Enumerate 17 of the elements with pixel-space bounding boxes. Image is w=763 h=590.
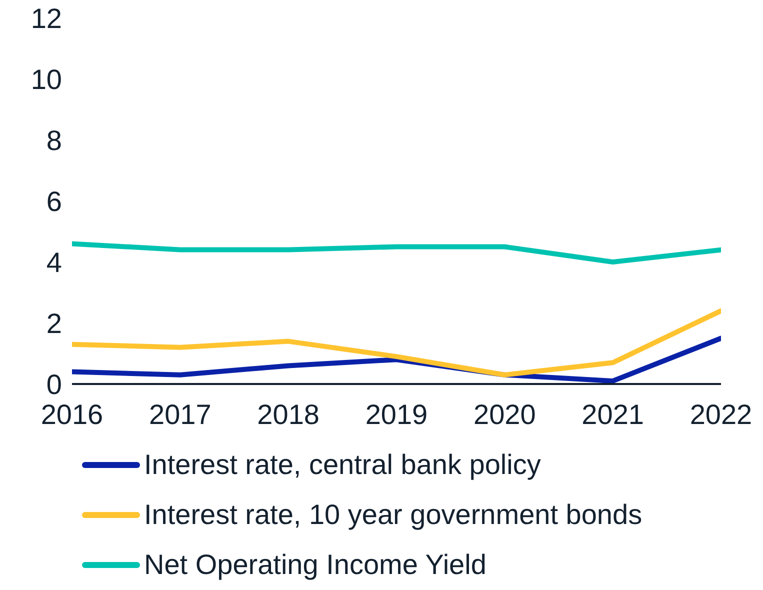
y-tick-label: 2 <box>46 308 62 339</box>
legend-label: Interest rate, 10 year government bonds <box>144 499 642 531</box>
x-tick-label: 2017 <box>149 398 212 430</box>
y-tick-label: 4 <box>46 246 62 278</box>
y-tick-label: 0 <box>46 368 62 400</box>
y-tick-label: 6 <box>46 186 62 217</box>
x-tick-label: 2018 <box>257 398 320 430</box>
x-tick-label: 2019 <box>365 398 428 430</box>
x-tick-label: 2016 <box>40 398 104 430</box>
y-tick-label: 12 <box>30 2 62 34</box>
legend-label: Net Operating Income Yield <box>144 549 486 581</box>
y-tick-label: 8 <box>46 124 62 156</box>
x-tick-label: 2022 <box>690 398 752 430</box>
y-tick-label: 10 <box>30 64 62 95</box>
x-tick-label: 2021 <box>582 398 644 430</box>
x-tick-label: 2020 <box>474 398 536 430</box>
legend-label: Interest rate, central bank policy <box>144 449 541 481</box>
